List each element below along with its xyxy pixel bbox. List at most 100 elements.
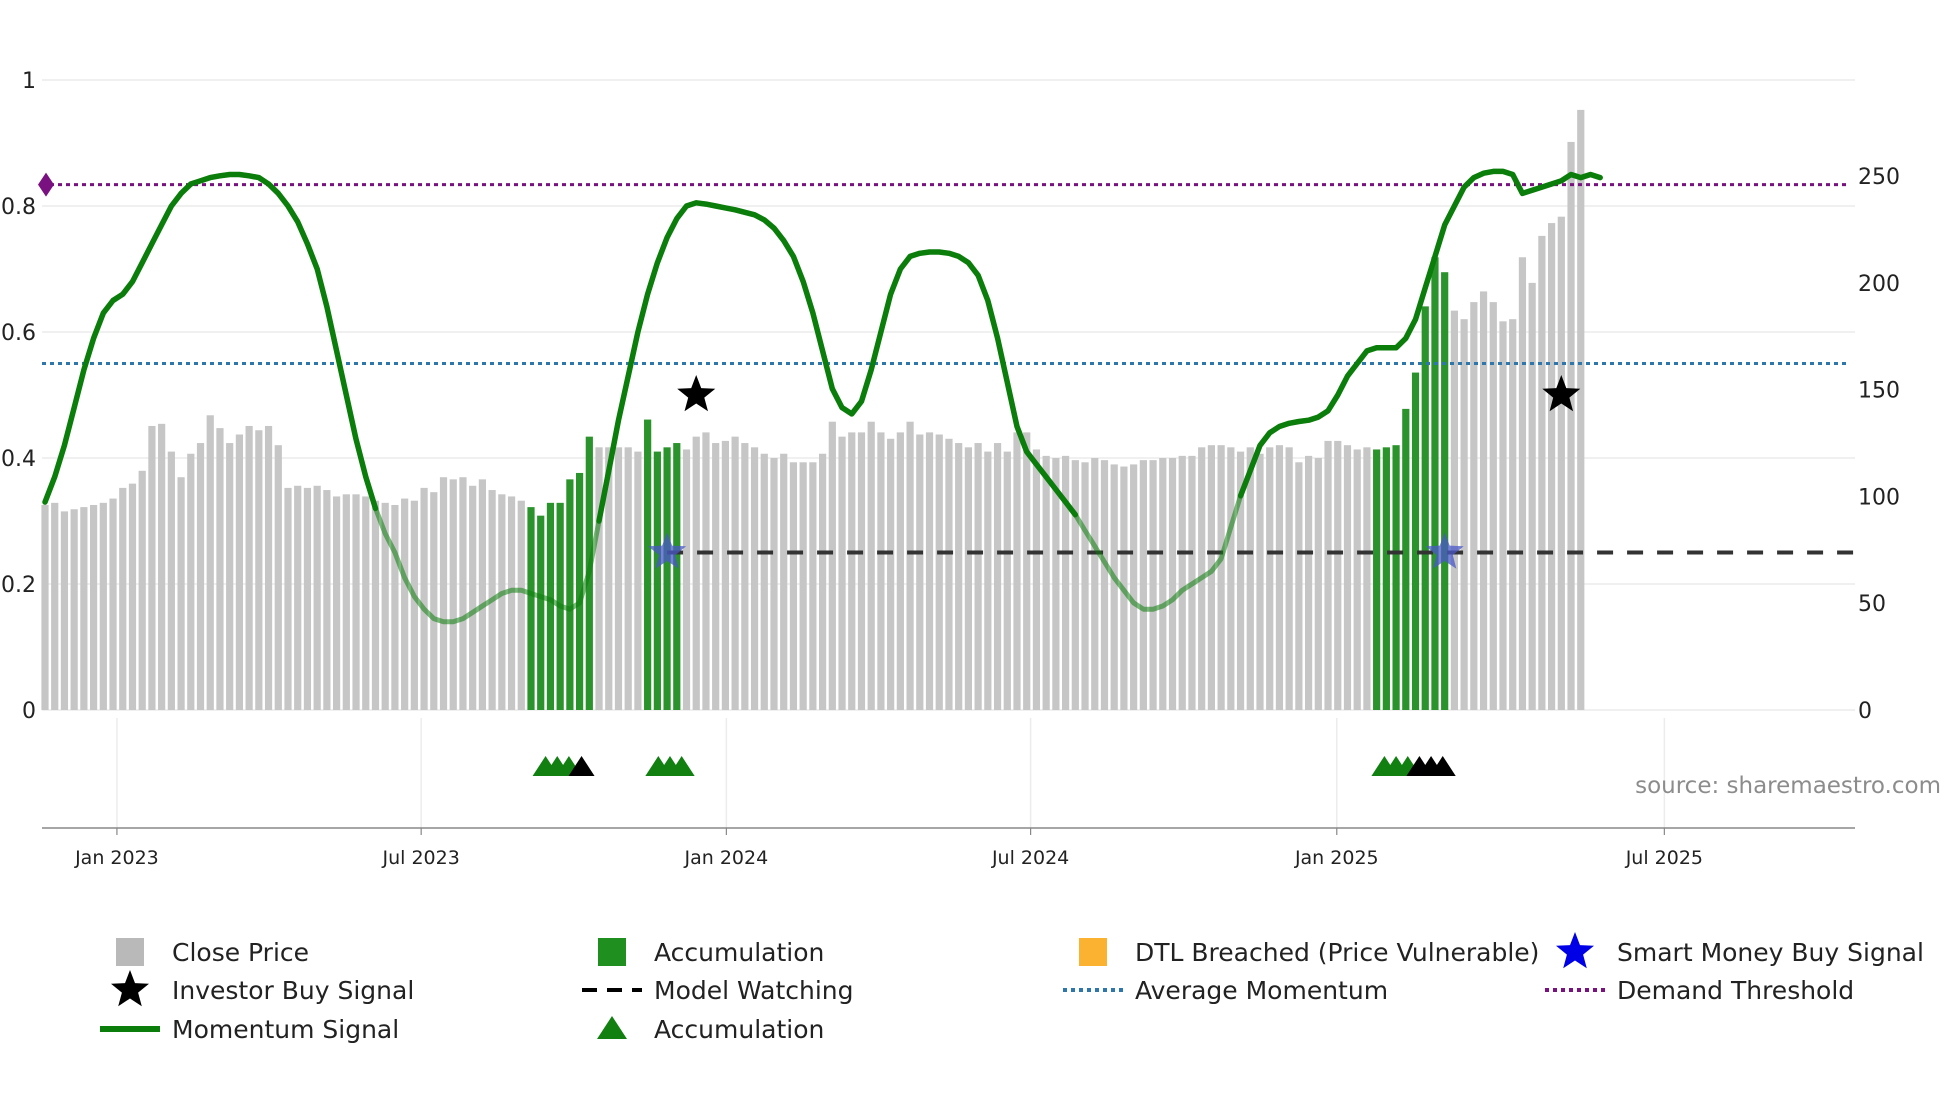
legend-swatch-square (598, 938, 626, 966)
close-price-bar (731, 436, 739, 710)
accumulation-bar (537, 515, 545, 710)
close-price-bar (1275, 445, 1284, 710)
momentum-signal-line (42, 171, 379, 512)
close-price-bar (692, 436, 700, 710)
y-right-tick-label: 250 (1858, 165, 1900, 190)
x-tick-label: Jul 2025 (1625, 847, 1703, 869)
accumulation-triangle (568, 756, 595, 776)
close-price-bar (1363, 447, 1371, 710)
legend-label: Close Price (172, 938, 309, 967)
close-price-bar (1324, 440, 1332, 710)
close-price-bar (741, 443, 749, 710)
close-price-bar (391, 504, 399, 710)
close-price-bar (294, 485, 302, 710)
close-price-bar (1314, 458, 1322, 710)
close-price-bar (1266, 447, 1274, 710)
legend-label: Investor Buy Signal (172, 976, 414, 1005)
close-price-bar (401, 498, 409, 710)
close-price-bar (1295, 462, 1303, 710)
close-price-bar (595, 447, 603, 710)
axes-layer: 0 0.2 0.4 0.6 0.8 1 0 50 100 150 200 250 Jan 2023 Jul… (1, 69, 1900, 869)
close-price-bar (682, 449, 691, 710)
close-price-bar (1052, 458, 1060, 710)
close-price-bar (614, 447, 623, 710)
close-price-bar (1528, 282, 1536, 710)
accumulation-bar (527, 507, 535, 710)
close-price-bar (819, 453, 827, 710)
close-price-bar (371, 500, 380, 710)
bars-layer (41, 109, 1585, 711)
accumulation-bar (653, 451, 661, 710)
close-price-bar (1159, 458, 1167, 710)
close-price-bar (1149, 460, 1157, 710)
legend: Close Price Accumulation DTL Breached (Pri… (100, 932, 1924, 1044)
close-price-bar (323, 490, 331, 710)
close-price-bar (264, 425, 273, 710)
close-price-bar (1013, 432, 1021, 710)
x-tick-label: Jul 2023 (381, 847, 459, 869)
close-price-bar (284, 487, 292, 710)
close-price-bar (1285, 447, 1293, 710)
close-price-bar (507, 496, 516, 710)
legend-label: Accumulation (654, 938, 824, 967)
close-price-bar (896, 432, 904, 710)
close-price-bar (867, 421, 875, 710)
close-price-bar (226, 443, 234, 710)
legend-label: Average Momentum (1135, 976, 1388, 1005)
close-price-bar (828, 421, 836, 710)
accumulation-bar (1421, 306, 1429, 710)
close-price-bar (187, 453, 195, 710)
close-price-bar (916, 434, 924, 710)
legend-label: Demand Threshold (1617, 976, 1854, 1005)
close-price-bar (449, 479, 457, 710)
legend-label: Model Watching (654, 976, 854, 1005)
close-price-bar (1023, 432, 1031, 710)
close-price-bar (158, 423, 166, 710)
y-left-tick-label: 0.4 (1, 447, 36, 472)
accumulation-bar (673, 443, 681, 710)
smart-money-buy-star (1425, 532, 1464, 569)
close-price-bar (1567, 141, 1575, 711)
close-price-bar (634, 451, 642, 710)
legend-swatch-star (1556, 932, 1594, 969)
accumulation-bar (663, 447, 671, 710)
y-left-tick-label: 0.2 (1, 573, 36, 598)
y-right-tick-label: 150 (1858, 379, 1900, 404)
close-price-bar (857, 432, 866, 710)
close-price-bar (1178, 455, 1186, 710)
y-left-tick-label: 0.8 (1, 195, 36, 220)
close-price-bar (1168, 458, 1177, 710)
close-price-bar (877, 432, 885, 710)
close-price-bar (1479, 291, 1488, 710)
accumulation-bar (546, 502, 555, 710)
close-price-bar (1139, 460, 1147, 710)
close-price-bar (1130, 464, 1138, 710)
close-price-bar (945, 438, 953, 710)
close-price-bar (41, 504, 49, 710)
close-price-bar (333, 496, 341, 710)
close-price-bar (1577, 109, 1585, 710)
y-left-tick-label: 0.6 (1, 321, 36, 346)
close-price-bar (1499, 321, 1507, 710)
close-price-bar (1100, 460, 1109, 710)
close-price-bar (1217, 445, 1225, 710)
x-tick-label: Jan 2024 (684, 847, 769, 869)
accumulation-bar (1382, 447, 1390, 710)
close-price-bar (274, 445, 282, 710)
close-price-bar (1305, 455, 1313, 710)
close-price-bar (712, 443, 720, 710)
legend-swatch-triangle (597, 1016, 627, 1039)
close-price-bar (993, 443, 1002, 710)
close-price-bar (1334, 440, 1342, 710)
close-price-bar (935, 434, 943, 710)
accumulation-bar (1392, 445, 1400, 710)
close-price-bar (605, 447, 613, 710)
close-price-bar (721, 440, 729, 710)
accumulation-bar (1402, 408, 1410, 710)
close-price-bar (799, 462, 807, 710)
close-price-bar (439, 477, 448, 710)
close-price-bar (702, 432, 710, 710)
close-price-bar (216, 428, 224, 710)
